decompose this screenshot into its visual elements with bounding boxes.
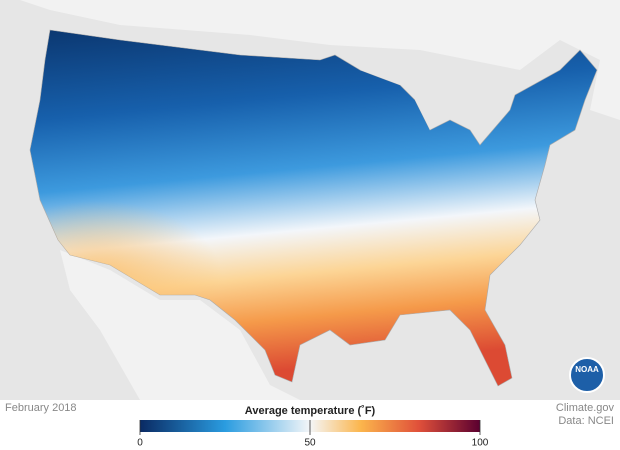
west-coast-warmth	[30, 30, 597, 386]
tick-label: 0	[137, 438, 143, 449]
tick-label: 50	[304, 438, 316, 449]
legend-title: Average temperature (˚F)	[245, 405, 376, 417]
source-label: Climate.gov	[556, 402, 615, 414]
canada	[0, 0, 620, 120]
tick-label: 100	[472, 438, 489, 449]
great-lakes	[360, 62, 440, 130]
date-label: February 2018	[5, 402, 77, 414]
data-source-label: Data: NCEI	[558, 415, 614, 427]
noaa-logo	[569, 357, 605, 393]
logo-text: NOAA	[575, 365, 599, 374]
legend-ticks: 0 50 100	[137, 420, 489, 449]
mexico	[60, 250, 300, 400]
